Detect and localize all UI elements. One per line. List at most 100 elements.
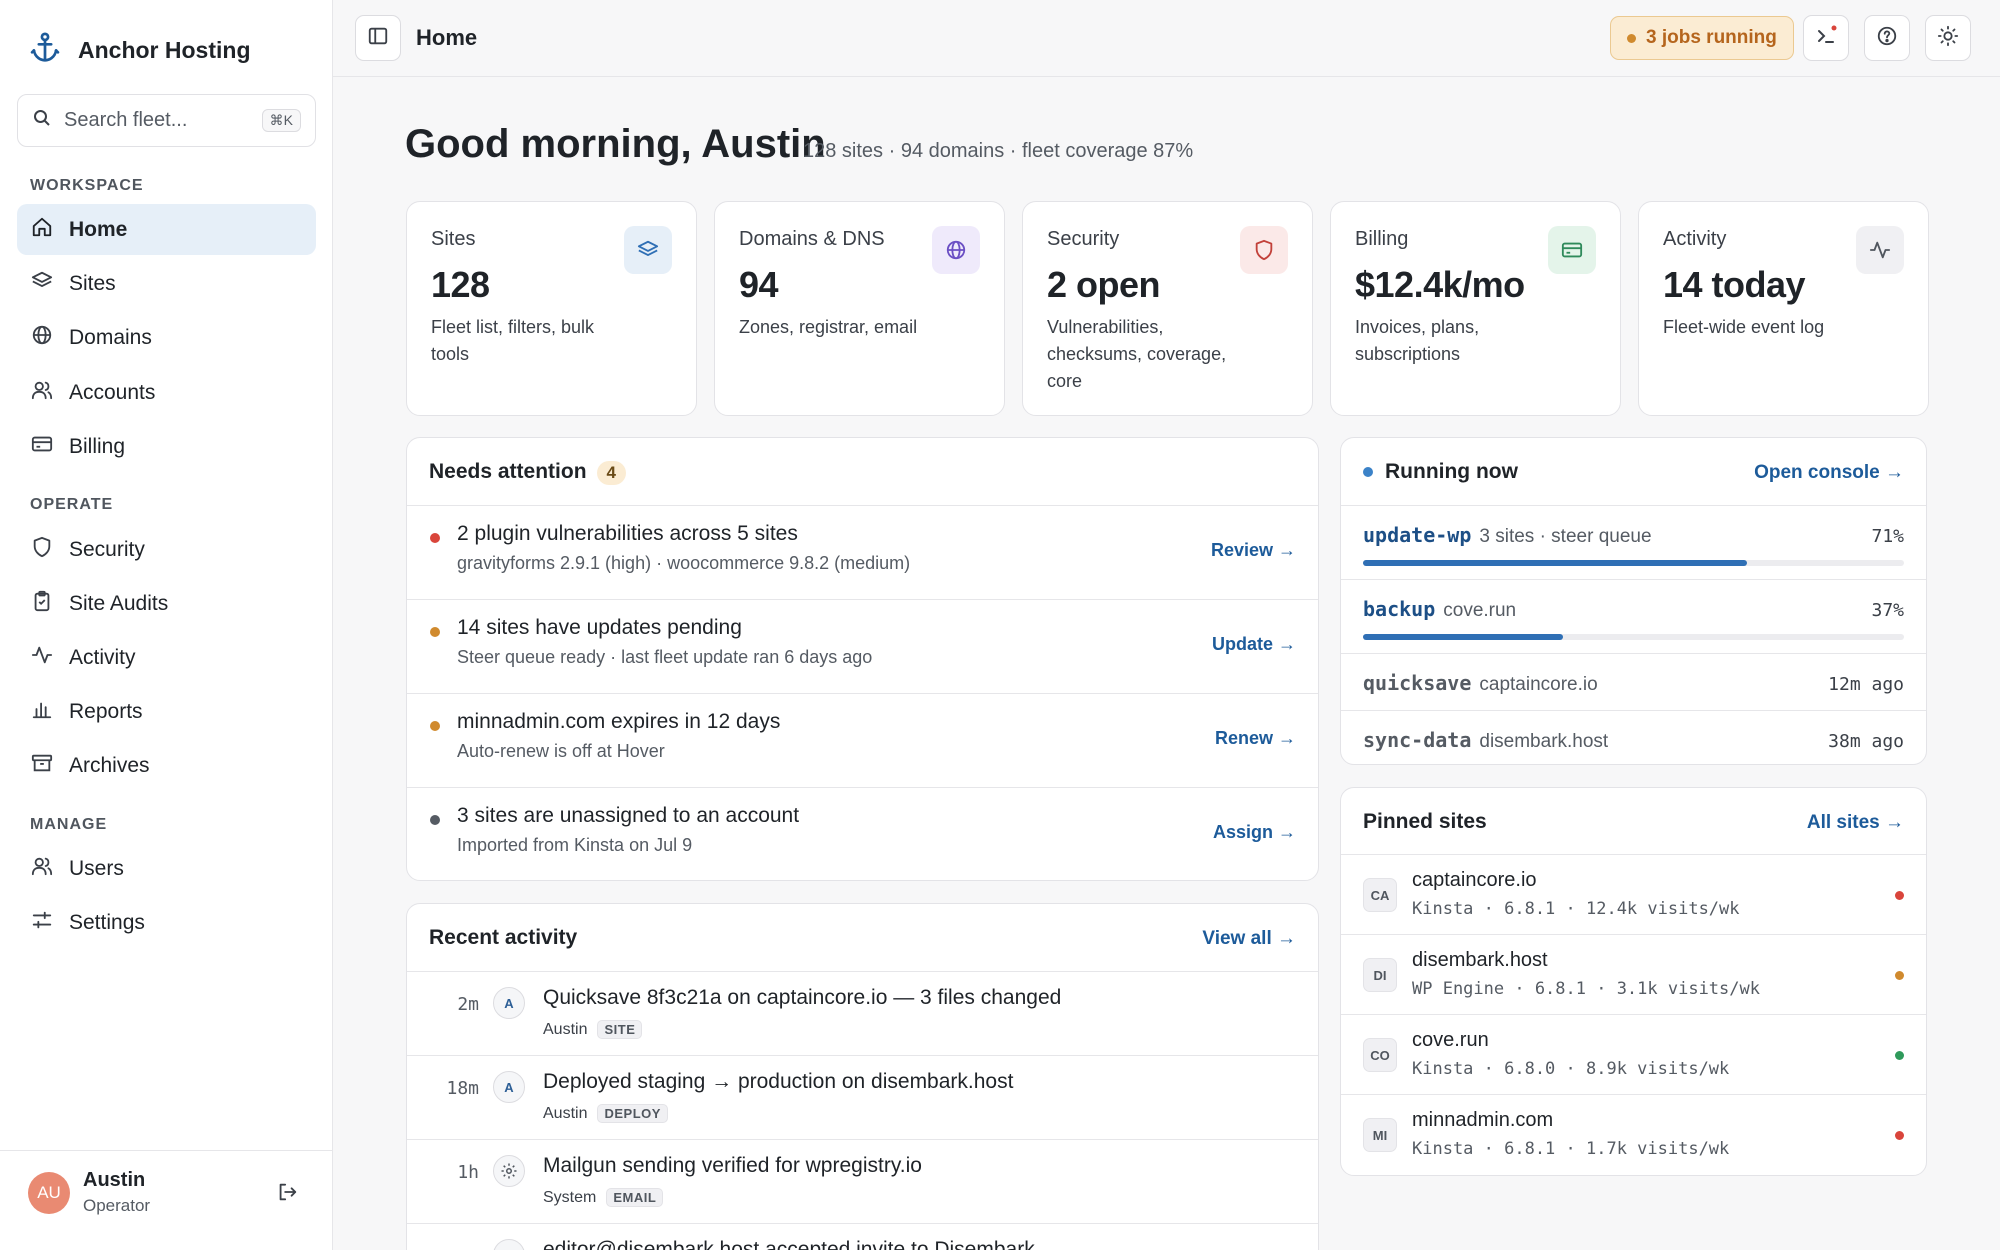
card-description: Vulnerabilities, checksums, coverage, co…: [1047, 317, 1227, 391]
search-input[interactable]: Search fleet... ⌘K: [17, 94, 316, 147]
activity-item[interactable]: 18m A Deployed staging → production on d…: [407, 1055, 1318, 1139]
assign-link[interactable]: Assign →: [1212, 822, 1296, 842]
sidebar-item-home[interactable]: Home: [17, 204, 316, 255]
bar-chart-icon: [31, 698, 53, 726]
job-row[interactable]: update-wp 3 sites · steer queue 71%: [1341, 505, 1926, 579]
sidebar-item-domains[interactable]: Domains: [17, 312, 316, 363]
sidebar-item-archives[interactable]: Archives: [17, 740, 316, 791]
card-description: Zones, registrar, email: [739, 317, 918, 337]
user-profile: AU Austin Operator: [0, 1150, 333, 1250]
site-status-dot: [1895, 1051, 1904, 1060]
users-icon: [31, 379, 53, 407]
activity-avatar: A: [493, 1071, 525, 1103]
home-icon: [31, 216, 53, 244]
job-context: cove.run: [1443, 600, 1517, 621]
avatar[interactable]: AU: [28, 1172, 70, 1214]
job-row[interactable]: sync-data disembark.host 38m ago: [1341, 710, 1926, 764]
layers-icon: [31, 270, 53, 298]
search-shortcut: ⌘K: [261, 109, 301, 132]
theme-toggle-button[interactable]: [1925, 15, 1971, 61]
sidebar-item-sites[interactable]: Sites: [17, 258, 316, 309]
sidebar-item-billing[interactable]: Billing: [17, 421, 316, 472]
job-progress-value: 37%: [1871, 600, 1904, 621]
activity-avatar: A: [493, 1239, 525, 1250]
site-name: minnadmin.com: [1412, 1109, 1554, 1131]
activity-item[interactable]: 1h Mailgun sending verified for wpregist…: [407, 1139, 1318, 1223]
sidebar-item-accounts[interactable]: Accounts: [17, 367, 316, 418]
sidebar-item-activity[interactable]: Activity: [17, 632, 316, 683]
section-label-workspace: WORKSPACE: [30, 177, 144, 194]
logout-icon[interactable]: [276, 1181, 298, 1208]
card-value: $12.4k/mo: [1355, 264, 1525, 305]
attention-item[interactable]: 14 sites have updates pending Steer queu…: [407, 599, 1318, 693]
card-label: Sites: [431, 228, 476, 250]
attention-item[interactable]: 2 plugin vulnerabilities across 5 sites …: [407, 505, 1318, 599]
sidebar-item-users[interactable]: Users: [17, 843, 316, 894]
pinned-sites-panel: Pinned sites All sites → CA captaincore.…: [1340, 787, 1927, 1176]
attention-item[interactable]: minnadmin.com expires in 12 days Auto-re…: [407, 693, 1318, 787]
pinned-site-row[interactable]: CA captaincore.io Kinsta · 6.8.1 · 12.4k…: [1341, 854, 1926, 934]
activity-item[interactable]: A editor@disembark.host accepted invite …: [407, 1223, 1318, 1250]
site-status-dot: [1895, 891, 1904, 900]
update-link[interactable]: Update →: [1211, 634, 1296, 654]
sidebar-item-label: Billing: [69, 434, 126, 458]
card-security[interactable]: Security 2 open Vulnerabilities, checksu…: [1022, 201, 1313, 416]
job-progress-bar: [1363, 634, 1904, 640]
globe-icon: [932, 226, 980, 274]
attention-item[interactable]: 3 sites are unassigned to an account Imp…: [407, 787, 1318, 880]
pinned-site-row[interactable]: DI disembark.host WP Engine · 6.8.1 · 3.…: [1341, 934, 1926, 1014]
attention-title: 14 sites have updates pending: [457, 616, 742, 639]
job-progress-fill: [1363, 560, 1748, 566]
card-billing[interactable]: Billing $12.4k/mo Invoices, plans, subsc…: [1330, 201, 1621, 416]
sidebar-item-security[interactable]: Security: [17, 524, 316, 575]
count-badge: 4: [596, 461, 626, 485]
sidebar-item-label: Site Audits: [69, 591, 169, 615]
search-placeholder: Search fleet...: [64, 109, 188, 131]
activity-tag: SITE: [597, 1020, 643, 1039]
job-command: sync-data: [1363, 728, 1472, 752]
card-sites[interactable]: Sites 128 Fleet list, filters, bulk tool…: [406, 201, 697, 416]
site-badge: CA: [1363, 878, 1397, 912]
pinned-site-row[interactable]: MI minnadmin.com Kinsta · 6.8.1 · 1.7k v…: [1341, 1094, 1926, 1175]
job-row[interactable]: backup cove.run 37%: [1341, 579, 1926, 653]
status-dot: [1627, 33, 1636, 43]
open-console-link[interactable]: Open console →: [1754, 462, 1904, 483]
attention-subtitle: Auto-renew is off at Hover: [457, 741, 665, 761]
activity-title: editor@disembark.host accepted invite to…: [543, 1238, 1035, 1250]
card-label: Activity: [1663, 228, 1727, 250]
sidebar-item-label: Security: [69, 537, 145, 561]
sidebar-item-label: Users: [69, 856, 124, 880]
card-activity[interactable]: Activity 14 today Fleet-wide event log: [1638, 201, 1929, 416]
shield-icon: [31, 536, 53, 564]
sliders-icon: [31, 909, 53, 937]
activity-author: System: [543, 1188, 597, 1206]
sidebar-item-reports[interactable]: Reports: [17, 686, 316, 737]
review-link[interactable]: Review →: [1210, 540, 1296, 560]
activity-meta: Austin DEPLOY: [543, 1104, 668, 1123]
site-status-dot: [1895, 971, 1904, 980]
help-button[interactable]: [1864, 15, 1910, 61]
activity-title: Quicksave 8f3c21a on captaincore.io — 3 …: [543, 986, 1062, 1009]
view-all-link[interactable]: View all →: [1202, 928, 1296, 949]
jobs-running-badge[interactable]: 3 jobs running: [1610, 16, 1794, 60]
sidebar-item-label: Archives: [69, 753, 150, 777]
sidebar-item-site-audits[interactable]: Site Audits: [17, 578, 316, 629]
site-status-dot: [1895, 1131, 1904, 1140]
job-command: backup: [1363, 597, 1436, 621]
site-badge: CO: [1363, 1038, 1397, 1072]
brand[interactable]: Anchor Hosting: [30, 32, 251, 69]
activity-author: Austin: [543, 1104, 588, 1122]
job-name: quicksave captaincore.io: [1363, 671, 1598, 696]
renew-link[interactable]: Renew →: [1214, 728, 1296, 748]
all-sites-link[interactable]: All sites →: [1806, 812, 1904, 833]
card-domains[interactable]: Domains & DNS 94 Zones, registrar, email: [714, 201, 1005, 416]
toggle-sidebar-button[interactable]: [355, 15, 401, 61]
sidebar-item-settings[interactable]: Settings: [17, 897, 316, 948]
job-row[interactable]: quicksave captaincore.io 12m ago: [1341, 653, 1926, 710]
users-icon: [31, 855, 53, 883]
running-now-title: Running now: [1385, 460, 1518, 483]
card-value: 14 today: [1663, 264, 1806, 305]
pinned-site-row[interactable]: CO cove.run Kinsta · 6.8.0 · 8.9k visits…: [1341, 1014, 1926, 1094]
activity-item[interactable]: 2m A Quicksave 8f3c21a on captaincore.io…: [407, 971, 1318, 1055]
console-button[interactable]: [1803, 15, 1849, 61]
